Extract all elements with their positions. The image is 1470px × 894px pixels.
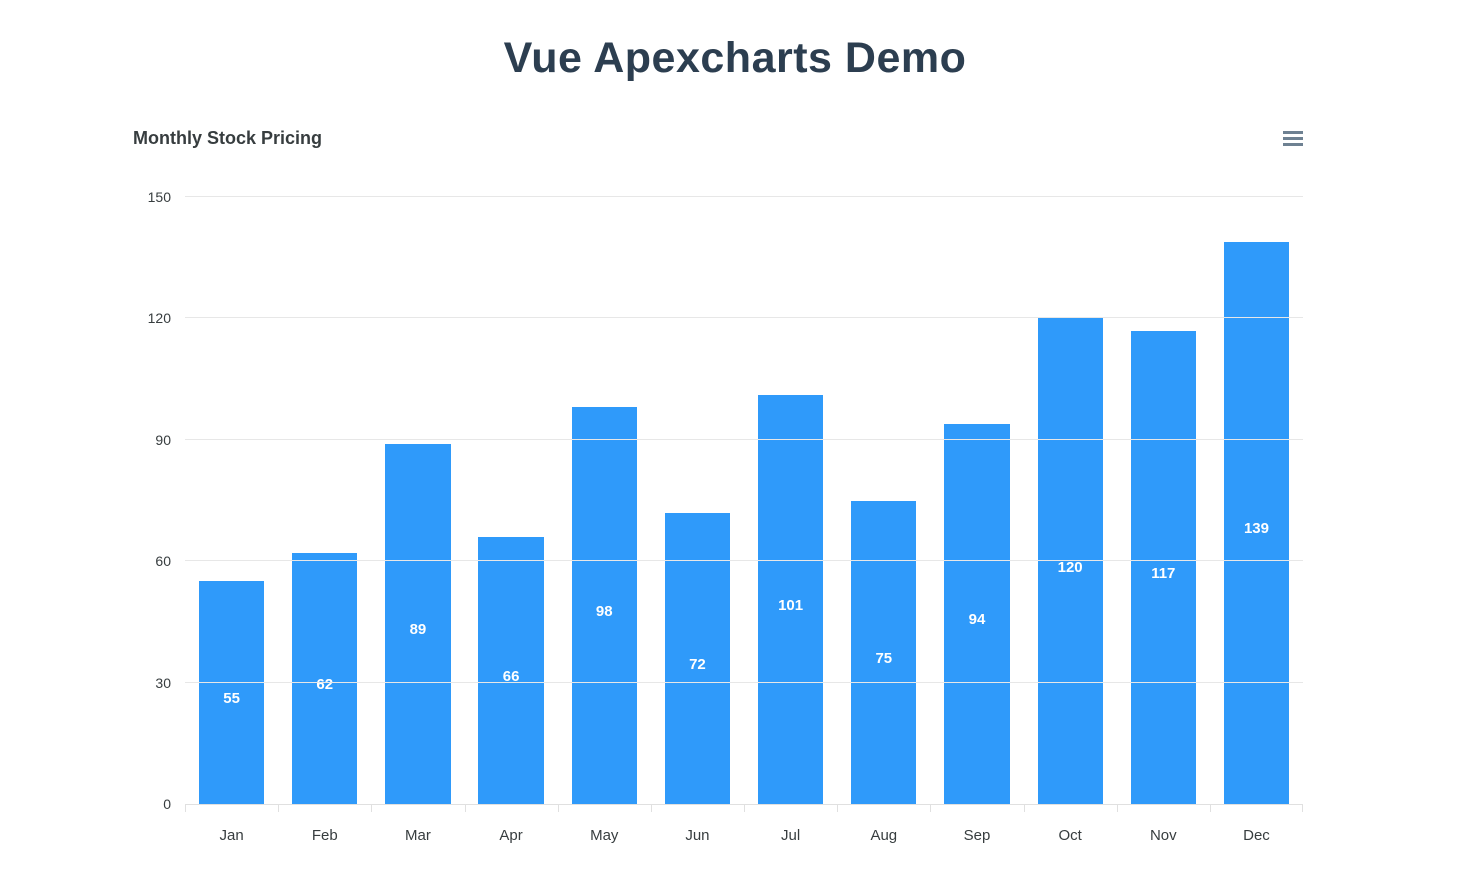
bar-column-mar: 89 xyxy=(371,197,464,804)
gridline-y-30 xyxy=(185,681,1303,683)
bar-column-feb: 62 xyxy=(278,197,371,804)
chart-card: Monthly Stock Pricing 55 62 89 66 98 72 101 75 9… xyxy=(133,127,1303,844)
x-axis-tick xyxy=(930,804,932,812)
hamburger-menu-icon[interactable] xyxy=(1283,130,1303,146)
bar-column-nov: 117 xyxy=(1117,197,1210,804)
x-axis-tick xyxy=(278,804,280,812)
y-axis-label-0: 0 xyxy=(163,796,171,812)
x-axis-tick xyxy=(1302,804,1303,812)
bar-dec[interactable]: 139 xyxy=(1223,241,1290,804)
x-axis-label-feb: Feb xyxy=(311,827,338,844)
bar-column-jan: 55 xyxy=(185,197,278,804)
x-axis-label-mar: Mar xyxy=(405,827,431,844)
x-axis-label-jan: Jan xyxy=(219,827,244,844)
bar-mar[interactable]: 89 xyxy=(385,443,451,804)
x-axis-tick xyxy=(744,804,745,812)
x-axis-tick xyxy=(464,804,466,812)
x-axis-tick xyxy=(837,804,839,812)
bar-data-label-feb: 62 xyxy=(316,676,334,694)
bar-data-label-jun: 72 xyxy=(689,655,706,673)
x-axis-label-oct: Oct xyxy=(1058,827,1082,844)
bar-data-label-mar: 89 xyxy=(409,621,427,639)
gridline-y-60 xyxy=(185,560,1303,562)
bar-series: 55 62 89 66 98 72 101 75 94 120 117 139 xyxy=(185,197,1303,804)
x-axis-label-nov: Nov xyxy=(1149,827,1177,844)
gridline-y-150 xyxy=(185,196,1303,197)
chart-header: Monthly Stock Pricing xyxy=(133,127,1303,149)
bar-column-oct: 120 xyxy=(1024,197,1117,804)
y-axis-label-90: 90 xyxy=(155,431,171,448)
bar-column-jul: 101 xyxy=(744,197,837,804)
bar-column-apr: 66 xyxy=(465,197,558,804)
bar-data-label-jan: 55 xyxy=(223,690,240,708)
x-axis-tick xyxy=(557,804,559,812)
y-axis-label-30: 30 xyxy=(155,674,171,691)
bar-apr[interactable]: 66 xyxy=(478,536,544,804)
x-axis-tick xyxy=(371,804,373,812)
x-axis-label-may: May xyxy=(590,827,619,844)
bar-jul[interactable]: 101 xyxy=(758,395,824,804)
x-axis-label-dec: Dec xyxy=(1243,827,1270,844)
x-axis-labels: Jan Feb Mar Apr May Jun Jul Aug Sep Oct Nov Dec xyxy=(185,827,1303,844)
bar-sep[interactable]: 94 xyxy=(944,423,1010,804)
hamburger-bar xyxy=(1283,136,1303,140)
hamburger-bar xyxy=(1283,130,1303,134)
y-axis-label-60: 60 xyxy=(155,553,171,570)
x-axis-label-jun: Jun xyxy=(685,827,710,844)
hamburger-bar xyxy=(1283,142,1303,146)
gridline-y-120 xyxy=(185,317,1303,319)
bar-column-jun: 72 xyxy=(651,197,744,804)
x-axis-label-aug: Aug xyxy=(870,827,898,844)
bar-may[interactable]: 98 xyxy=(571,407,637,804)
bar-data-label-jul: 101 xyxy=(778,597,804,615)
bar-aug[interactable]: 75 xyxy=(851,500,917,804)
bar-data-label-nov: 117 xyxy=(1151,564,1176,582)
bar-nov[interactable]: 117 xyxy=(1130,330,1196,804)
bar-feb[interactable]: 62 xyxy=(292,553,358,804)
bar-jan[interactable]: 55 xyxy=(198,581,265,804)
x-axis-tick xyxy=(1209,804,1211,812)
x-axis-label-apr: Apr xyxy=(499,827,523,844)
x-axis-label-jul: Jul xyxy=(781,827,801,844)
bar-data-label-apr: 66 xyxy=(502,667,520,685)
bar-column-dec: 139 xyxy=(1210,197,1303,804)
y-axis-label-150: 150 xyxy=(147,189,171,205)
x-axis-tick xyxy=(1116,804,1118,812)
bar-jun[interactable]: 72 xyxy=(664,512,731,804)
bar-data-label-sep: 94 xyxy=(968,611,986,629)
y-axis-label-120: 120 xyxy=(147,310,171,327)
x-axis-label-sep: Sep xyxy=(963,827,991,844)
bar-oct[interactable]: 120 xyxy=(1037,318,1103,804)
x-axis-tick xyxy=(185,804,186,812)
bar-column-sep: 94 xyxy=(930,197,1023,804)
page-title: Vue Apexcharts Demo xyxy=(503,34,967,82)
x-axis-tick xyxy=(650,804,652,812)
bar-column-may: 98 xyxy=(558,197,651,804)
bar-data-label-oct: 120 xyxy=(1057,558,1083,576)
bar-data-label-dec: 139 xyxy=(1243,520,1269,538)
chart-title: Monthly Stock Pricing xyxy=(133,127,323,148)
bar-column-aug: 75 xyxy=(837,197,930,804)
gridline-y-90 xyxy=(185,438,1303,440)
plot-area: 55 62 89 66 98 72 101 75 94 120 117 139 0 30 60 90 120 1… xyxy=(148,190,1303,812)
bar-data-label-may: 98 xyxy=(595,603,613,621)
x-axis-tick xyxy=(1023,804,1025,812)
bar-data-label-aug: 75 xyxy=(875,649,893,667)
